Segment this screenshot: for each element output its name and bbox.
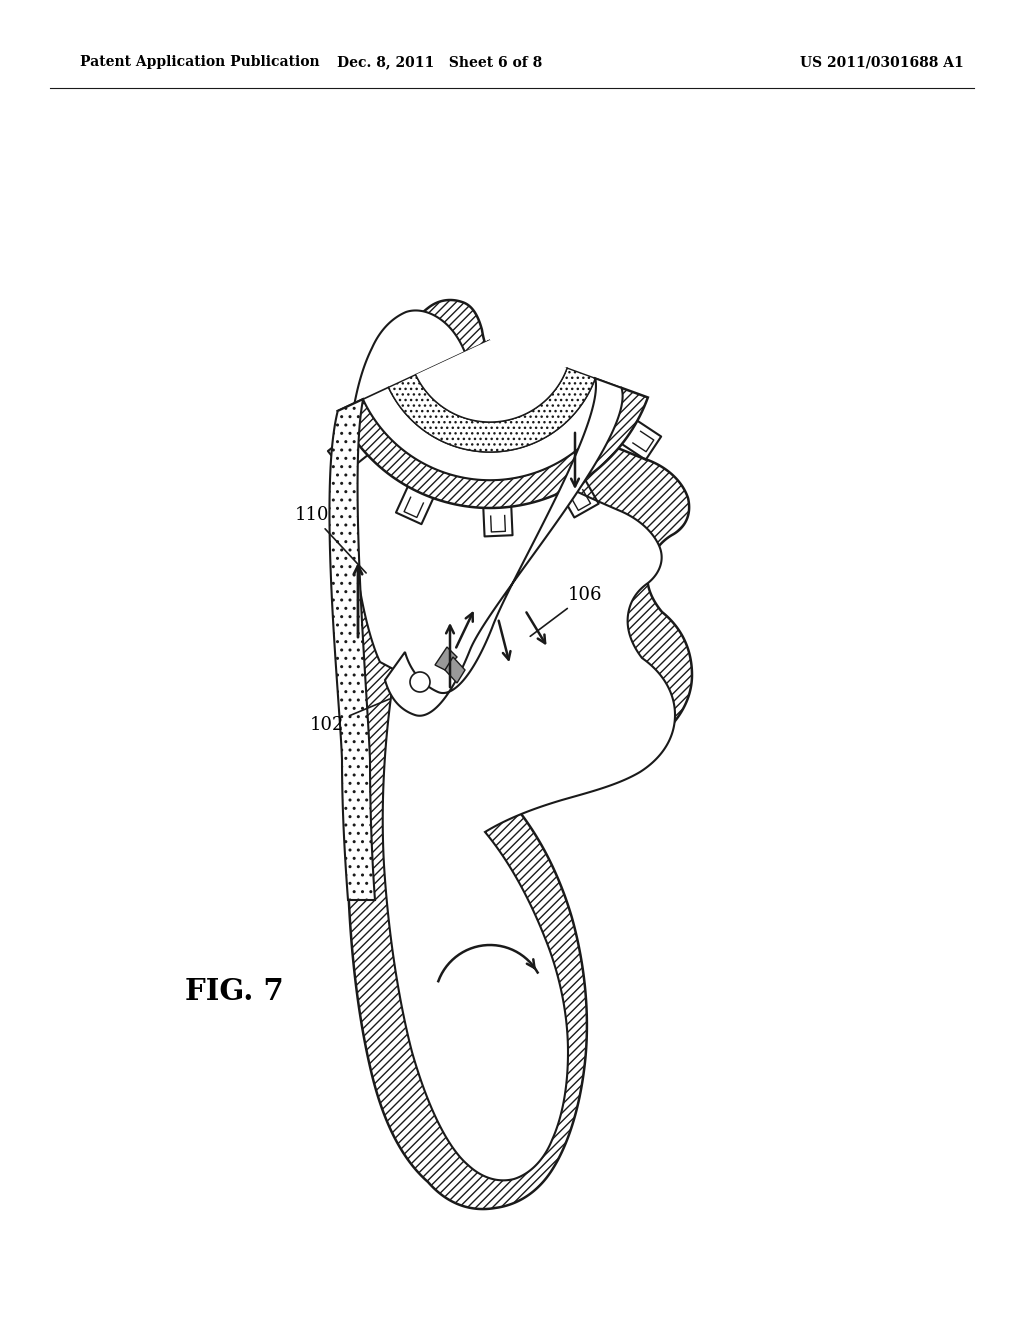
Text: 110: 110 [295,506,367,573]
Polygon shape [416,341,567,422]
Polygon shape [349,310,675,1180]
Text: US 2011/0301688 A1: US 2011/0301688 A1 [800,55,964,69]
Circle shape [410,672,430,692]
Text: 102: 102 [310,700,389,734]
Polygon shape [385,379,623,715]
Polygon shape [416,341,567,422]
Text: FIG. 7: FIG. 7 [185,977,284,1006]
Polygon shape [364,379,622,480]
Text: Patent Application Publication: Patent Application Publication [80,55,319,69]
Polygon shape [435,647,457,671]
Text: Dec. 8, 2011   Sheet 6 of 8: Dec. 8, 2011 Sheet 6 of 8 [337,55,543,69]
Polygon shape [388,368,595,451]
Polygon shape [330,399,375,900]
Polygon shape [347,300,692,1209]
Polygon shape [445,657,465,682]
Text: 106: 106 [530,586,602,636]
Polygon shape [338,388,648,508]
